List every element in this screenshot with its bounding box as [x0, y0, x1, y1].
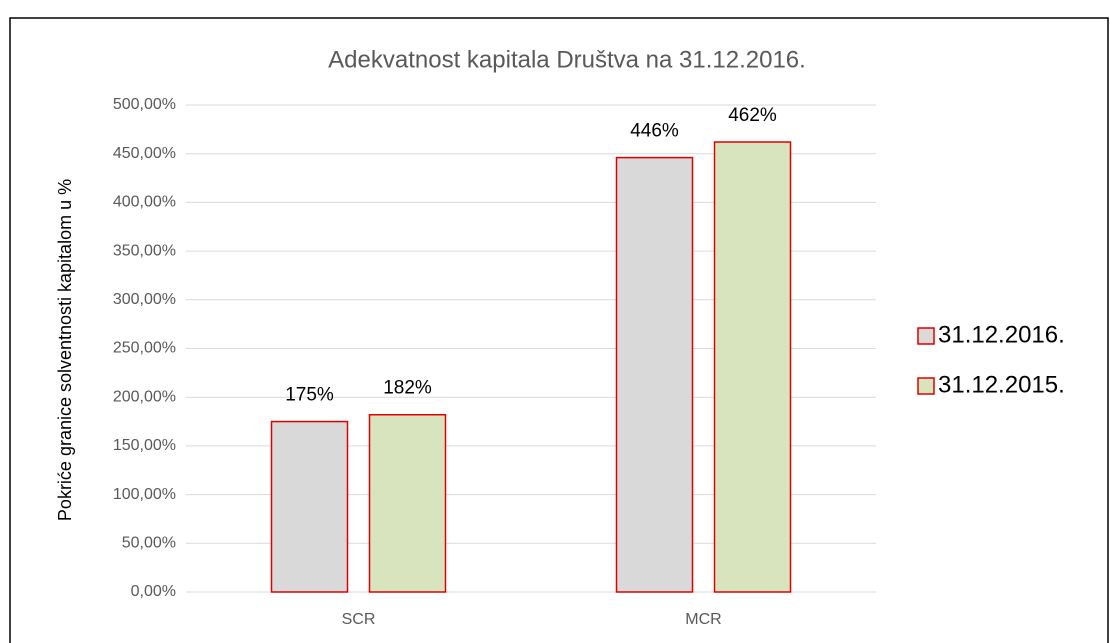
y-axis-label: Pokriće granice solventnosti kapitalom u… [55, 179, 75, 521]
y-tick-label: 50,00% [122, 535, 176, 552]
bar [615, 156, 694, 593]
chart-title: Adekvatnost kapitala Društva na 31.12.20… [328, 46, 806, 73]
bar [368, 413, 447, 593]
x-tick-label: SCR [342, 611, 376, 628]
y-tick-label: 500,00% [113, 96, 176, 113]
y-tick-label: 200,00% [113, 388, 176, 405]
y-tick-label: 350,00% [113, 242, 176, 259]
y-tick-label: 100,00% [113, 486, 176, 503]
legend-swatch [917, 377, 935, 395]
legend-label: 31.12.2016. [938, 321, 1065, 348]
data-label: 446% [630, 121, 679, 142]
legend-swatch [917, 327, 935, 345]
data-label: 175% [285, 385, 334, 406]
y-tick-label: 250,00% [113, 340, 176, 357]
x-tick-label: MCR [685, 611, 721, 628]
data-label: 462% [728, 105, 777, 126]
y-tick-label: 0,00% [131, 583, 176, 600]
bar [270, 420, 349, 593]
y-tick-label: 300,00% [113, 291, 176, 308]
y-tick-label: 450,00% [113, 145, 176, 162]
bar [713, 141, 792, 593]
y-tick-label: 400,00% [113, 194, 176, 211]
y-tick-label: 150,00% [113, 437, 176, 454]
legend-label: 31.12.2015. [938, 371, 1065, 398]
data-label: 182% [383, 378, 432, 399]
